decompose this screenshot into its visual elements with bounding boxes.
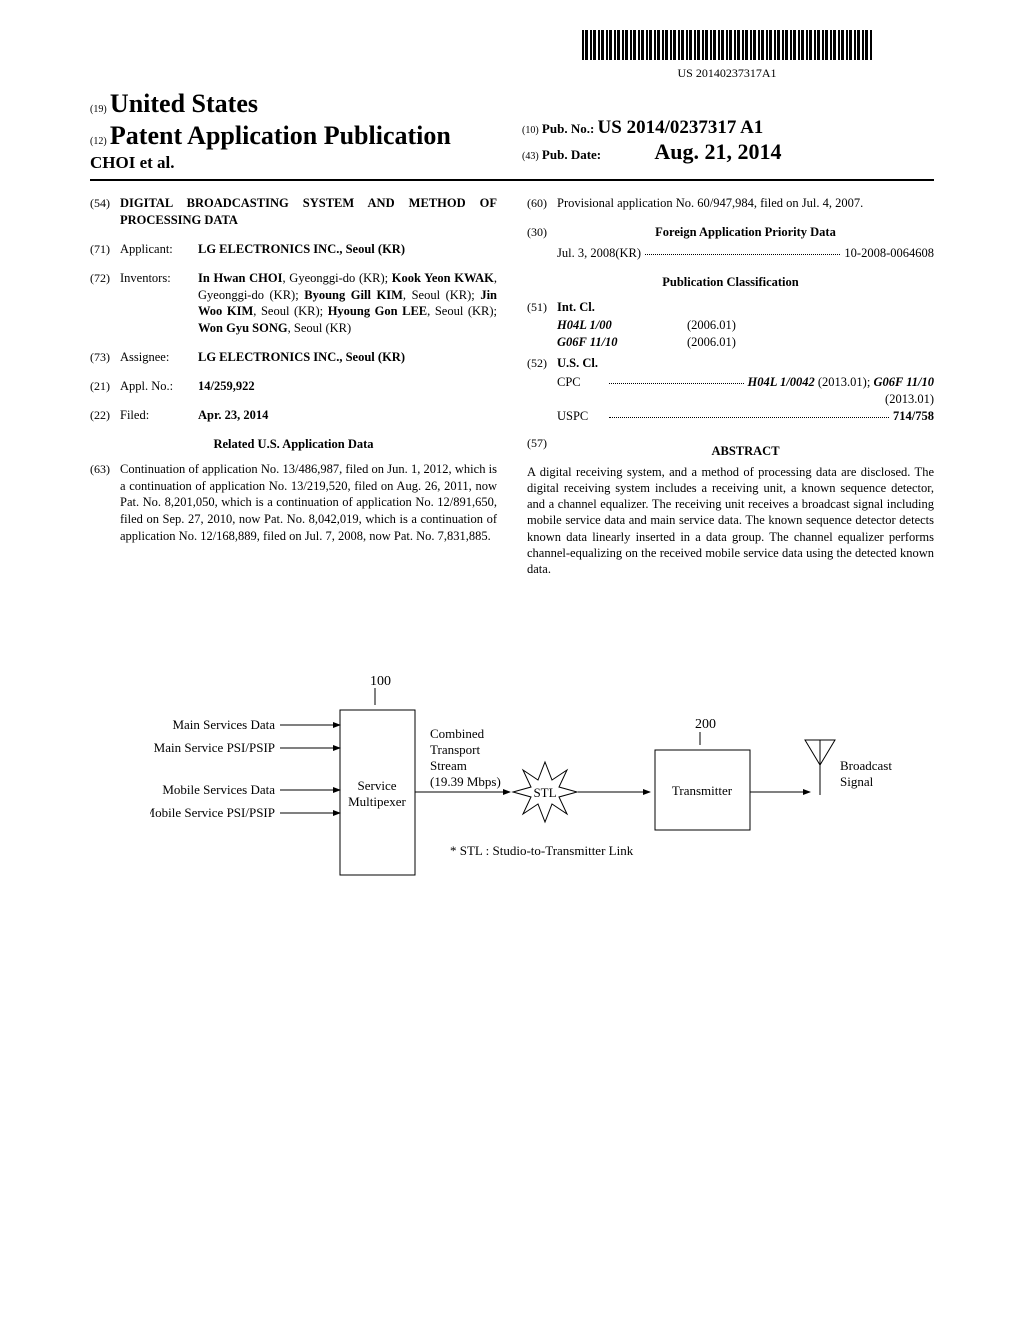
applno-text: 14/259,922	[198, 378, 497, 395]
related-heading: Related U.S. Application Data	[90, 436, 497, 453]
pubno-value: US 2014/0237317 A1	[598, 117, 764, 138]
svg-text:Service: Service	[358, 778, 397, 793]
filed-text: Apr. 23, 2014	[198, 407, 497, 424]
barcode-number: US 20140237317A1	[520, 66, 934, 81]
svg-text:Stream: Stream	[430, 758, 467, 773]
svg-text:Transmitter: Transmitter	[672, 783, 733, 798]
pubdate-prefix: (43)	[522, 151, 539, 162]
code-63: (63)	[90, 461, 120, 545]
label-assignee: Assignee:	[120, 349, 198, 366]
code-71: (71)	[90, 241, 120, 258]
svg-text:(19.39 Mbps): (19.39 Mbps)	[430, 774, 501, 789]
intcl1-code: H04L 1/00	[557, 317, 687, 334]
classification-heading: Publication Classification	[527, 274, 934, 291]
intcl2-code: G06F 11/10	[557, 334, 687, 351]
abstract-heading: ABSTRACT	[557, 443, 934, 460]
pub-prefix: (12)	[90, 136, 107, 147]
dots	[609, 408, 889, 418]
abstract-text: A digital receiving system, and a method…	[527, 464, 934, 578]
us-prefix: (19)	[90, 104, 107, 115]
label-inventors: Inventors:	[120, 270, 198, 338]
svg-text:Main Service PSI/PSIP: Main Service PSI/PSIP	[154, 740, 275, 755]
applicant-text: LG ELECTRONICS INC., Seoul (KR)	[198, 241, 497, 258]
cpc-year2: (2013.01)	[557, 391, 934, 408]
code-60: (60)	[527, 195, 557, 212]
svg-text:Combined: Combined	[430, 726, 485, 741]
foreign-cc: (KR)	[615, 245, 641, 262]
label-applicant: Applicant:	[120, 241, 198, 258]
assignee-text: LG ELECTRONICS INC., Seoul (KR)	[198, 349, 497, 366]
code-54: (54)	[90, 195, 120, 229]
ref-100: 100	[370, 674, 391, 689]
intcl1-year: (2006.01)	[687, 317, 736, 334]
dots	[645, 245, 840, 255]
foreign-date: Jul. 3, 2008	[557, 245, 615, 262]
label-filed: Filed:	[120, 407, 198, 424]
svg-text:Transport: Transport	[430, 742, 480, 757]
svg-text:Signal: Signal	[840, 774, 874, 789]
right-column: (60) Provisional application No. 60/947,…	[527, 195, 934, 577]
provisional-text: Provisional application No. 60/947,984, …	[557, 195, 934, 212]
intcl2-year: (2006.01)	[687, 334, 736, 351]
country-heading: United States	[110, 89, 258, 118]
code-57: (57)	[527, 435, 557, 464]
doc-kind: Patent Application Publication	[110, 121, 451, 150]
figure-diagram: 100 Service Multipexer Main Services Dat…	[150, 670, 910, 950]
left-column: (54) DIGITAL BROADCASTING SYSTEM AND MET…	[90, 195, 497, 577]
continuation-text: Continuation of application No. 13/486,9…	[120, 461, 497, 545]
author-line: CHOI et al.	[90, 153, 502, 173]
uspc-label: USPC	[557, 408, 605, 425]
svg-text:STL: STL	[533, 785, 556, 800]
code-30: (30)	[527, 224, 557, 241]
code-22: (22)	[90, 407, 120, 424]
dots	[609, 374, 744, 384]
foreign-num: 10-2008-0064608	[844, 245, 934, 262]
inventors-text: In Hwan CHOI, Gyeonggi-do (KR); Kook Yeo…	[198, 270, 497, 338]
cpc-label: CPC	[557, 374, 605, 391]
code-51: (51)	[527, 299, 557, 316]
code-73: (73)	[90, 349, 120, 366]
uscl-label: U.S. Cl.	[557, 356, 598, 370]
code-21: (21)	[90, 378, 120, 395]
pubno-prefix: (10)	[522, 125, 539, 136]
cpc-value: H04L 1/0042 (2013.01); G06F 11/10	[748, 374, 934, 391]
svg-text:Broadcast: Broadcast	[840, 758, 892, 773]
intcl-label: Int. Cl.	[557, 300, 595, 314]
pubdate-value: Aug. 21, 2014	[604, 139, 781, 164]
uspc-value: 714/758	[893, 409, 934, 423]
svg-text:Main Services Data: Main Services Data	[172, 717, 275, 732]
foreign-heading: Foreign Application Priority Data	[557, 224, 934, 241]
code-52: (52)	[527, 355, 557, 372]
pubdate-label: Pub. Date:	[542, 147, 601, 162]
ref-200: 200	[695, 717, 716, 732]
svg-text:Mobile Services Data: Mobile Services Data	[162, 782, 275, 797]
stl-footnote: * STL : Studio-to-Transmitter Link	[450, 843, 634, 858]
title: DIGITAL BROADCASTING SYSTEM AND METHOD O…	[120, 195, 497, 229]
barcode	[582, 30, 872, 60]
svg-text:Multipexer: Multipexer	[348, 794, 406, 809]
pubno-label: Pub. No.:	[542, 121, 594, 136]
svg-text:Mobile Service PSI/PSIP: Mobile Service PSI/PSIP	[150, 805, 275, 820]
code-72: (72)	[90, 270, 120, 338]
stl-starburst: STL	[513, 762, 577, 822]
label-applno: Appl. No.:	[120, 378, 198, 395]
header: (19) United States (12) Patent Applicati…	[90, 89, 934, 181]
